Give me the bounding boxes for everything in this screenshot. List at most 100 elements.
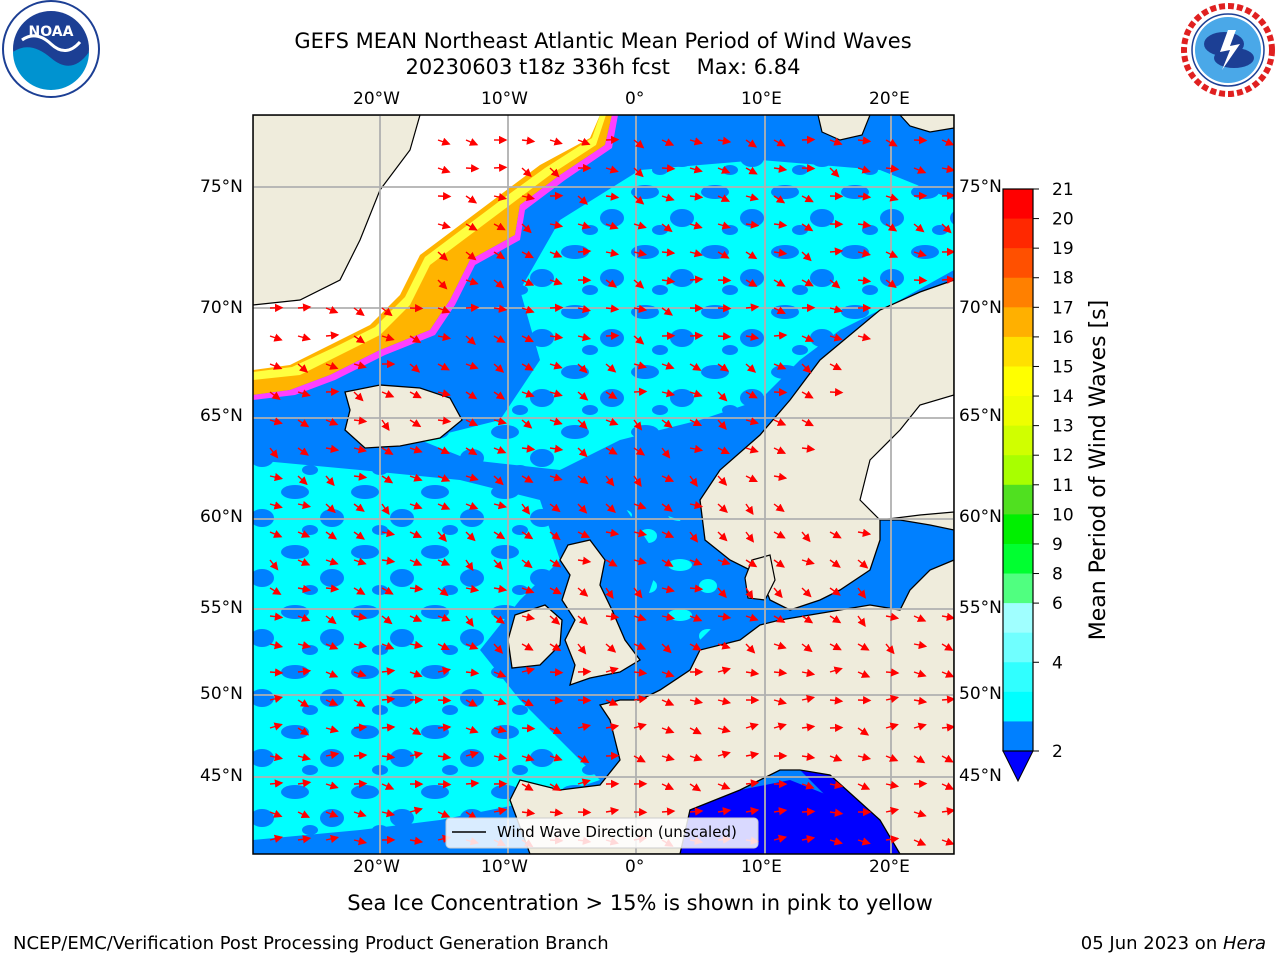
wave-direction-arrow: [801, 531, 811, 543]
wave-direction-arrow: [689, 137, 703, 146]
wave-direction-arrow: [409, 473, 423, 482]
colorbar-tick-label: 2: [1052, 742, 1063, 762]
colorbar-swatch: [1003, 218, 1033, 249]
wave-direction-arrow: [717, 807, 732, 816]
wave-direction-arrow: [493, 304, 508, 313]
wave-direction-arrow: [297, 500, 312, 510]
wave-direction-arrow: [353, 503, 365, 512]
lon-label-bottom: 10°W: [481, 857, 528, 877]
wave-direction-arrow: [577, 643, 587, 655]
wave-direction-arrow: [633, 419, 643, 431]
wave-direction-arrow: [325, 642, 339, 650]
wave-direction-arrow: [437, 613, 451, 622]
colorbar-swatch: [1003, 721, 1033, 752]
wave-direction-arrow: [605, 192, 620, 201]
wave-direction-arrow: [885, 668, 900, 677]
wave-direction-arrow: [857, 249, 872, 258]
wave-direction-arrow: [745, 417, 759, 426]
wave-direction-arrow: [885, 164, 900, 173]
wave-direction-arrow: [773, 668, 788, 677]
lat-label-right: 55°N: [959, 598, 1002, 618]
wave-direction-arrow: [465, 725, 479, 734]
wave-direction-arrow: [381, 752, 396, 761]
land-svalbard: [817, 115, 871, 141]
lon-label-top: 10°E: [741, 89, 782, 109]
wave-direction-arrow: [745, 503, 754, 516]
lat-label-right: 65°N: [959, 406, 1002, 426]
wave-direction-arrow: [633, 361, 647, 370]
wave-direction-arrow: [297, 779, 312, 788]
wave-direction-arrow: [745, 668, 760, 677]
wave-direction-arrow: [437, 362, 450, 371]
colorbar-tick-label: 13: [1052, 417, 1074, 437]
wave-direction-arrow: [409, 501, 423, 510]
wave-direction-arrow: [577, 195, 588, 205]
wave-direction-arrow: [633, 221, 647, 230]
wave-direction-arrow: [325, 584, 340, 593]
wave-direction-arrow: [829, 837, 843, 846]
wave-direction-arrow: [689, 696, 704, 706]
wave-direction-arrow: [801, 587, 812, 598]
wave-direction-arrow: [381, 667, 396, 676]
wave-direction-arrow: [773, 306, 786, 314]
wave-direction-arrow: [885, 806, 900, 816]
colorbar-tick-label: 15: [1052, 357, 1074, 377]
ocean-cyan-south: [253, 460, 600, 840]
wave-direction-arrow: [493, 222, 506, 231]
wave-direction-arrow: [521, 753, 535, 762]
wave-direction-arrow: [521, 192, 536, 202]
lat-label-left: 50°N: [200, 684, 243, 704]
colorbar-swatch: [1003, 248, 1033, 279]
wave-direction-arrow: [381, 419, 390, 432]
wave-direction-arrow: [605, 475, 615, 487]
wave-direction-arrow: [605, 587, 614, 600]
wave-direction-arrow: [941, 138, 954, 146]
wave-direction-arrow: [381, 809, 396, 818]
wave-direction-arrow: [353, 751, 368, 760]
wave-direction-arrow: [829, 666, 843, 675]
colorbar-tick-label: 17: [1052, 298, 1074, 318]
wave-direction-arrow: [689, 165, 703, 174]
wave-direction-arrow: [941, 612, 954, 622]
wave-direction-arrow: [605, 248, 620, 258]
wave-direction-arrow: [745, 445, 759, 454]
wave-direction-arrow: [913, 669, 927, 678]
wave-direction-arrow: [717, 666, 731, 675]
wave-direction-arrow: [437, 137, 451, 146]
wave-direction-arrow: [325, 557, 339, 566]
wave-direction-arrow: [465, 222, 478, 231]
wave-direction-arrow: [493, 391, 506, 400]
wave-direction-arrow: [857, 559, 869, 569]
wave-direction-arrow: [689, 249, 703, 258]
colorbar-tick-label: 9: [1052, 535, 1063, 555]
wave-direction-arrow: [801, 390, 814, 399]
lon-label-bottom: 10°E: [741, 857, 782, 877]
noaa-logo-text: NOAA: [29, 24, 74, 40]
wave-direction-arrow: [465, 418, 479, 426]
wave-direction-arrow: [689, 444, 704, 454]
wave-direction-arrow: [801, 557, 815, 566]
nws-logo-icon: [1181, 3, 1275, 97]
wave-direction-arrow: [633, 642, 647, 650]
wave-direction-arrow: [549, 753, 563, 762]
wave-direction-arrow: [521, 223, 532, 234]
wave-direction-arrow: [829, 305, 843, 314]
wave-direction-arrow: [689, 584, 704, 593]
wave-direction-arrow: [521, 419, 533, 429]
wave-direction-arrow: [577, 247, 592, 256]
wave-direction-arrow: [465, 447, 478, 456]
wave-direction-arrow: [773, 138, 786, 147]
wave-direction-arrow: [829, 388, 844, 397]
wave-direction-arrow: [885, 279, 897, 289]
wave-direction-arrow: [521, 666, 536, 675]
wave-direction-arrow: [745, 303, 760, 312]
wave-direction-arrow: [269, 391, 281, 401]
wave-direction-arrow: [269, 809, 283, 818]
wave-direction-arrow: [717, 276, 732, 285]
wave-direction-arrow: [661, 419, 673, 429]
wave-direction-arrow: [605, 391, 618, 400]
wave-direction-arrow: [773, 834, 788, 843]
lat-label-left: 55°N: [200, 598, 243, 618]
wave-direction-arrow: [801, 668, 816, 678]
wave-direction-arrow: [605, 503, 616, 514]
